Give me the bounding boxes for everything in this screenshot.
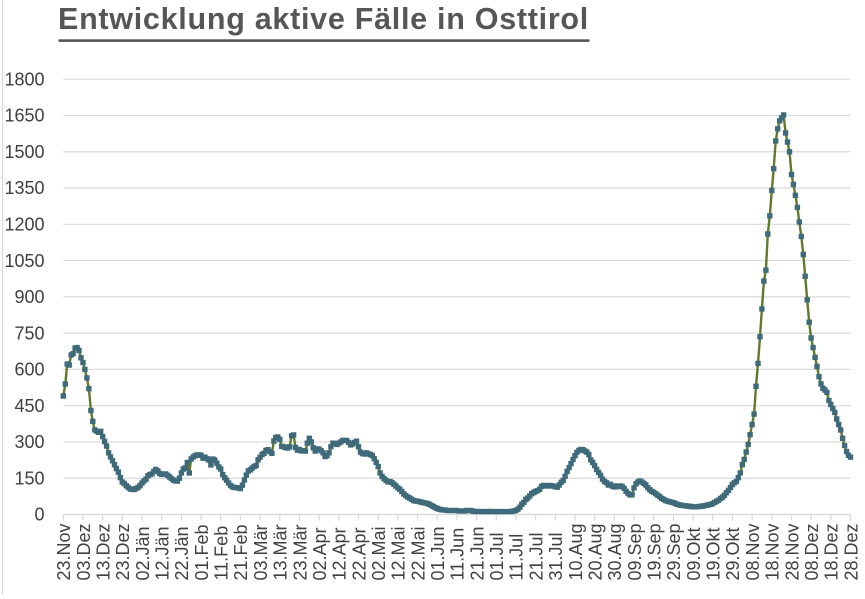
svg-text:01.Jun: 01.Jun [428, 526, 448, 580]
svg-text:19.Okt: 19.Okt [704, 527, 724, 580]
svg-text:12.Apr: 12.Apr [330, 527, 350, 580]
svg-text:31.Jul: 31.Jul [546, 532, 566, 580]
svg-text:29.Sep: 29.Sep [664, 523, 684, 580]
svg-text:Entwicklung aktive Fälle in Os: Entwicklung aktive Fälle in Osttirol [58, 2, 589, 36]
svg-text:900: 900 [14, 287, 44, 307]
svg-text:28.Nov: 28.Nov [782, 523, 802, 580]
svg-text:13.Mär: 13.Mär [271, 524, 291, 580]
svg-text:03.Dez: 03.Dez [74, 523, 94, 580]
svg-text:21.Feb: 21.Feb [231, 524, 251, 580]
svg-text:23.Dez: 23.Dez [113, 523, 133, 580]
svg-text:11.Jun: 11.Jun [448, 528, 468, 581]
svg-text:02.Jän: 02.Jän [133, 526, 153, 580]
svg-text:08.Nov: 08.Nov [743, 523, 763, 580]
svg-text:1050: 1050 [4, 251, 44, 271]
svg-text:1200: 1200 [4, 215, 44, 235]
svg-text:11.Feb: 11.Feb [212, 526, 232, 581]
svg-text:750: 750 [14, 323, 44, 343]
svg-text:600: 600 [14, 360, 44, 380]
svg-text:23.Nov: 23.Nov [54, 523, 74, 580]
svg-text:22.Apr: 22.Apr [349, 527, 369, 580]
svg-text:18.Dez: 18.Dez [822, 523, 842, 580]
svg-text:22.Mai: 22.Mai [408, 526, 428, 580]
svg-text:08.Dez: 08.Dez [802, 523, 822, 580]
svg-text:03.Mär: 03.Mär [251, 524, 271, 580]
svg-text:28.Dez: 28.Dez [841, 523, 861, 580]
svg-text:300: 300 [14, 432, 44, 452]
svg-text:1650: 1650 [4, 106, 44, 126]
svg-text:23.Mär: 23.Mär [290, 524, 310, 580]
svg-text:02.Apr: 02.Apr [310, 527, 330, 580]
svg-text:450: 450 [14, 396, 44, 416]
svg-text:18.Nov: 18.Nov [763, 523, 783, 580]
svg-text:10.Aug: 10.Aug [566, 523, 586, 580]
svg-text:12.Mai: 12.Mai [389, 526, 409, 580]
svg-text:09.Okt: 09.Okt [684, 527, 704, 580]
svg-text:01.Feb: 01.Feb [192, 524, 212, 580]
svg-text:02.Mai: 02.Mai [369, 526, 389, 580]
svg-text:11.Jul: 11.Jul [507, 534, 527, 581]
svg-text:09.Sep: 09.Sep [625, 523, 645, 580]
svg-text:12.Jän: 12.Jän [153, 526, 173, 580]
svg-text:21.Jul: 21.Jul [526, 532, 546, 580]
svg-text:1800: 1800 [4, 69, 44, 89]
svg-text:21.Jun: 21.Jun [467, 526, 487, 580]
svg-text:19.Sep: 19.Sep [645, 523, 665, 580]
svg-text:0: 0 [34, 505, 44, 525]
svg-text:1350: 1350 [4, 178, 44, 198]
svg-text:13.Dez: 13.Dez [94, 523, 114, 580]
svg-text:1500: 1500 [4, 142, 44, 162]
svg-text:29.Okt: 29.Okt [723, 527, 743, 580]
svg-text:01.Jul: 01.Jul [487, 532, 507, 580]
svg-text:22.Jän: 22.Jän [172, 526, 192, 580]
svg-text:20.Aug: 20.Aug [586, 523, 606, 580]
svg-text:30.Aug: 30.Aug [605, 523, 625, 580]
svg-text:150: 150 [14, 468, 44, 488]
